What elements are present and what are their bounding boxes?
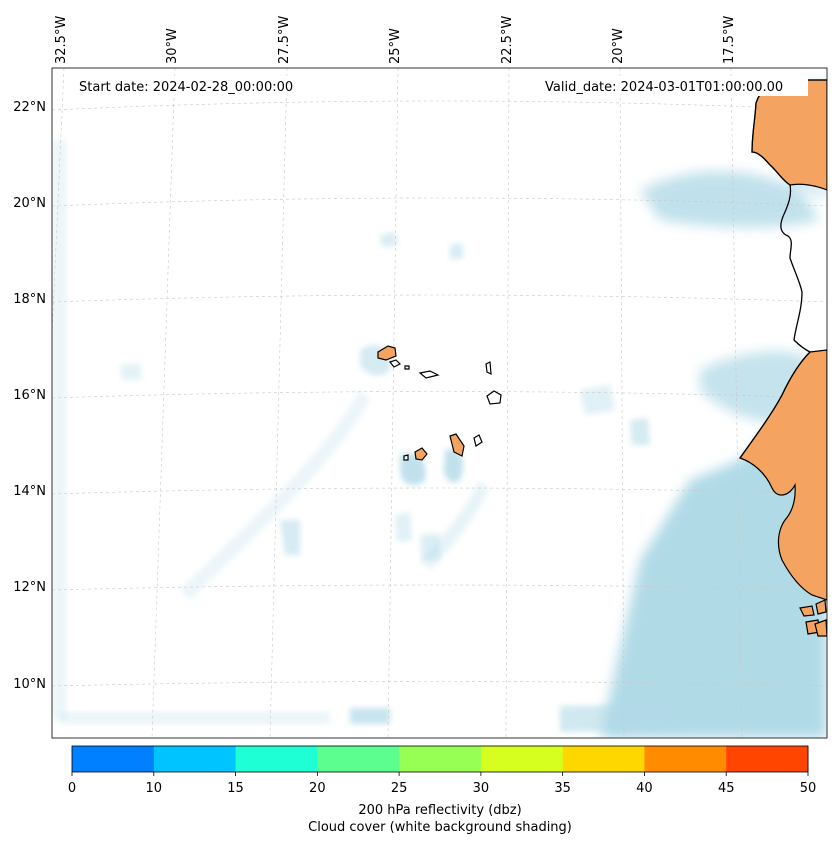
colorbar-swatch bbox=[317, 746, 400, 772]
longitude-labels: 32.5°W 30°W 27.5°W 25°W 22.5°W 20°W 17.5… bbox=[54, 16, 737, 64]
lon-label: 30°W bbox=[165, 28, 180, 64]
lat-label: 22°N bbox=[13, 100, 46, 115]
lat-label: 20°N bbox=[13, 196, 46, 211]
valid-date-box bbox=[538, 76, 808, 96]
island-sao-vicente bbox=[388, 359, 402, 368]
lon-label: 27.5°W bbox=[277, 16, 292, 64]
island-santa-luzia bbox=[404, 365, 410, 370]
colorbar-swatch bbox=[480, 746, 564, 772]
colorbar-tick-label: 25 bbox=[391, 781, 408, 796]
colorbar-tick-label: 15 bbox=[227, 781, 244, 796]
colorbar-tick-label: 45 bbox=[718, 781, 735, 796]
lat-label: 10°N bbox=[13, 677, 46, 692]
colorbar-tick-label: 20 bbox=[309, 781, 326, 796]
island-fogo bbox=[414, 447, 428, 461]
africa-coastline bbox=[739, 79, 827, 459]
bijagos-island-1 bbox=[799, 605, 815, 617]
lat-label: 16°N bbox=[13, 388, 46, 403]
cape-verde-islands bbox=[377, 345, 502, 461]
island-brava bbox=[403, 454, 409, 461]
colorbar-tick-label: 10 bbox=[146, 781, 163, 796]
lon-label: 32.5°W bbox=[54, 16, 69, 64]
colorbar-frame bbox=[71, 745, 809, 773]
colorbar-swatch bbox=[562, 746, 645, 772]
colorbar-label-line2: Cloud cover (white background shading) bbox=[308, 820, 572, 835]
start-date-label: Start date: 2024-02-28_00:00:00 bbox=[79, 80, 293, 95]
colorbar-tick-label: 0 bbox=[68, 781, 76, 796]
island-santiago bbox=[449, 433, 465, 457]
lat-label: 12°N bbox=[13, 580, 46, 595]
colorbar-tick-label: 30 bbox=[473, 781, 490, 796]
colorbar-tick-label: 35 bbox=[554, 781, 571, 796]
start-date-box bbox=[70, 76, 306, 96]
colorbar-label-line1: 200 hPa reflectivity (dbz) bbox=[358, 803, 521, 818]
colorbar-swatch bbox=[235, 746, 318, 772]
island-sao-nicolau bbox=[418, 370, 440, 379]
colorbar-swatch bbox=[726, 746, 809, 772]
island-maio bbox=[473, 434, 483, 447]
bijagos-island-4 bbox=[814, 619, 827, 637]
latitude-labels: 22°N 20°N 18°N 16°N 14°N 12°N 10°N bbox=[13, 100, 46, 692]
lon-label: 17.5°W bbox=[722, 16, 737, 64]
lon-label: 25°W bbox=[388, 28, 403, 64]
lat-label: 18°N bbox=[13, 292, 46, 307]
africa-coast bbox=[739, 79, 827, 637]
valid-date-label: Valid_date: 2024-03-01T01:00:00.00 bbox=[545, 80, 783, 95]
colorbar-swatch bbox=[399, 746, 482, 772]
island-santo-antao bbox=[377, 345, 397, 361]
colorbar-swatch bbox=[153, 746, 237, 772]
map-frame bbox=[51, 67, 828, 739]
island-sal bbox=[485, 361, 492, 376]
colorbar: 0 10 15 20 25 30 35 40 45 50 200 hPa reflectivity… bbox=[68, 745, 817, 835]
colorbar-swatch bbox=[72, 746, 155, 772]
island-boa-vista bbox=[486, 390, 502, 405]
bijagos-island-3 bbox=[815, 599, 827, 615]
colorbar-tick-label: 40 bbox=[636, 781, 653, 796]
lat-label: 14°N bbox=[13, 484, 46, 499]
map-panel bbox=[52, 68, 827, 738]
lon-label: 20°W bbox=[611, 28, 626, 64]
graticule bbox=[52, 68, 827, 738]
colorbar-tick-label: 50 bbox=[800, 781, 817, 796]
cloud-cover-shading bbox=[52, 80, 827, 738]
colorbar-swatch bbox=[644, 746, 727, 772]
lon-label: 22.5°W bbox=[500, 16, 515, 64]
